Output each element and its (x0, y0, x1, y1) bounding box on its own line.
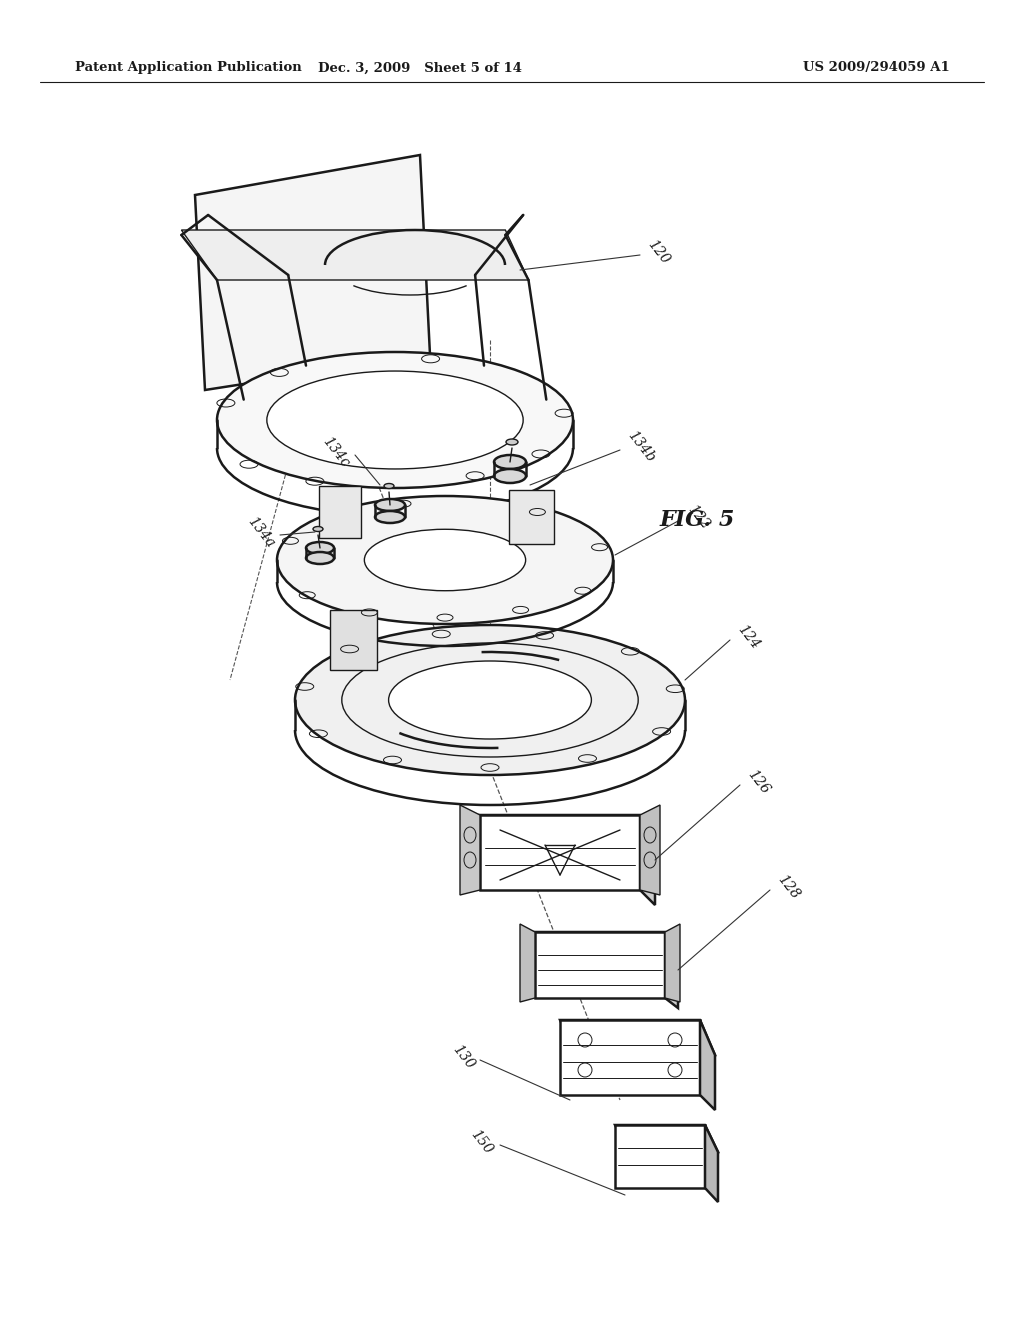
Text: 134a: 134a (245, 513, 278, 550)
Text: Dec. 3, 2009   Sheet 5 of 14: Dec. 3, 2009 Sheet 5 of 14 (318, 62, 522, 74)
Polygon shape (535, 932, 678, 962)
Text: 134b: 134b (625, 429, 657, 465)
Ellipse shape (313, 527, 323, 532)
Text: 130: 130 (450, 1043, 477, 1072)
Polygon shape (640, 814, 655, 906)
Polygon shape (615, 1125, 718, 1152)
Ellipse shape (217, 352, 573, 488)
Text: 134c: 134c (319, 434, 352, 470)
Ellipse shape (494, 469, 526, 483)
Polygon shape (460, 805, 480, 895)
Ellipse shape (494, 455, 526, 469)
Ellipse shape (267, 371, 523, 469)
Polygon shape (319, 486, 361, 537)
Polygon shape (181, 230, 528, 280)
Polygon shape (195, 154, 430, 389)
Polygon shape (705, 1125, 718, 1203)
Ellipse shape (365, 529, 525, 591)
Ellipse shape (375, 511, 406, 523)
Polygon shape (480, 814, 640, 890)
Text: 126: 126 (745, 767, 772, 797)
Polygon shape (640, 805, 660, 895)
Ellipse shape (388, 661, 592, 739)
Ellipse shape (375, 499, 406, 511)
Polygon shape (535, 932, 665, 998)
Polygon shape (665, 924, 680, 1002)
Text: Patent Application Publication: Patent Application Publication (75, 62, 302, 74)
Polygon shape (700, 1020, 715, 1110)
Text: FIG. 5: FIG. 5 (660, 510, 735, 531)
Text: 150: 150 (468, 1127, 496, 1156)
Polygon shape (560, 1020, 700, 1096)
Text: 120: 120 (645, 238, 673, 267)
Ellipse shape (295, 624, 685, 775)
Polygon shape (330, 610, 377, 671)
Text: 128: 128 (775, 873, 803, 902)
Ellipse shape (506, 440, 518, 445)
Polygon shape (665, 932, 678, 1008)
Polygon shape (560, 1020, 715, 1055)
Polygon shape (480, 814, 655, 850)
Polygon shape (520, 924, 535, 1002)
Ellipse shape (306, 552, 334, 564)
Polygon shape (509, 490, 554, 544)
Text: 122: 122 (685, 502, 713, 532)
Ellipse shape (278, 496, 613, 624)
Ellipse shape (384, 483, 394, 488)
Text: US 2009/294059 A1: US 2009/294059 A1 (803, 62, 950, 74)
Ellipse shape (306, 543, 334, 554)
Polygon shape (615, 1125, 705, 1188)
Text: 124: 124 (735, 622, 763, 652)
